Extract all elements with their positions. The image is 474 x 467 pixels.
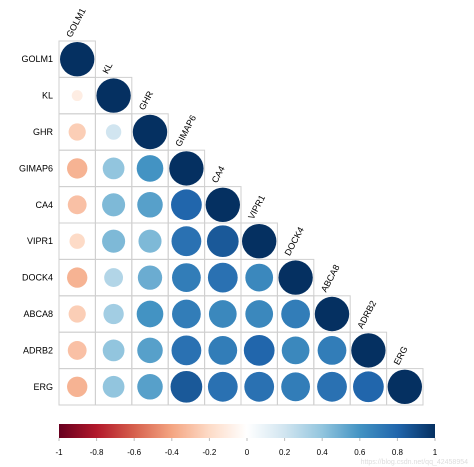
row-label-abca8: ABCA8 xyxy=(23,309,53,319)
corr-circle-adrb2-ghr xyxy=(137,337,163,364)
corr-circle-ghr-kl xyxy=(105,124,122,140)
colorbar-tick-label: 0.4 xyxy=(317,448,329,457)
corr-circle-erg-kl xyxy=(102,375,125,398)
corr-circle-ca4-ca4 xyxy=(205,187,240,222)
corr-circle-abca8-abca8 xyxy=(314,296,350,332)
colorbar-tick-label: -1 xyxy=(55,448,63,457)
corr-circle-adrb2-gimap6 xyxy=(171,335,202,366)
corr-circle-vipr1-golm1 xyxy=(69,233,85,249)
corr-circle-dock4-dock4 xyxy=(278,260,313,295)
colorbar-tick-label: 0.2 xyxy=(279,448,291,457)
row-label-vipr1: VIPR1 xyxy=(27,236,53,246)
corr-circle-adrb2-abca8 xyxy=(317,336,347,365)
col-label-abca8: ABCA8 xyxy=(319,263,342,294)
colorbar xyxy=(59,424,435,438)
corr-circle-dock4-golm1 xyxy=(67,267,88,288)
corr-circle-adrb2-kl xyxy=(102,339,125,362)
corr-circle-erg-gimap6 xyxy=(170,370,203,403)
corr-circle-adrb2-vipr1 xyxy=(243,335,275,366)
corr-circle-ghr-ghr xyxy=(132,114,168,150)
col-label-vipr1: VIPR1 xyxy=(246,193,267,221)
colorbar-tick-label: 0 xyxy=(245,448,250,457)
colorbar-tick-label: -0.4 xyxy=(165,448,179,457)
col-label-kl: KL xyxy=(101,61,115,75)
col-label-erg: ERG xyxy=(392,345,410,367)
corr-circle-ca4-gimap6 xyxy=(171,189,202,221)
corr-circle-dock4-kl xyxy=(104,268,124,288)
corr-circle-adrb2-dock4 xyxy=(281,336,310,365)
corr-circle-erg-golm1 xyxy=(67,376,88,397)
corr-circle-erg-ca4 xyxy=(207,371,238,402)
corr-circle-adrb2-ca4 xyxy=(208,336,238,365)
corr-circle-vipr1-kl xyxy=(102,229,126,253)
corr-circle-abca8-ghr xyxy=(136,300,164,328)
row-label-kl: KL xyxy=(42,91,53,101)
corr-circle-golm1-golm1 xyxy=(59,42,95,77)
corr-circle-abca8-vipr1 xyxy=(245,300,274,328)
corr-circle-dock4-ghr xyxy=(137,265,163,290)
col-label-golm1: GOLM1 xyxy=(64,6,88,39)
colorbar-tick-label: -0.8 xyxy=(90,448,104,457)
corr-circle-erg-dock4 xyxy=(281,372,310,402)
corr-circle-ca4-golm1 xyxy=(67,195,87,215)
corr-circle-vipr1-ghr xyxy=(138,229,162,253)
colorbar-tick-label: 0.6 xyxy=(354,448,366,457)
corr-circle-dock4-gimap6 xyxy=(172,263,201,292)
row-label-golm1: GOLM1 xyxy=(21,54,53,64)
row-label-adrb2: ADRB2 xyxy=(23,345,53,355)
corr-circle-vipr1-ca4 xyxy=(206,225,239,258)
col-label-adrb2: ADRB2 xyxy=(355,299,378,330)
corr-circle-erg-abca8 xyxy=(317,371,347,402)
grid-cell xyxy=(386,368,424,406)
row-label-dock4: DOCK4 xyxy=(22,273,53,283)
colorbar-tick-label: -0.6 xyxy=(127,448,141,457)
col-label-gimap6: GIMAP6 xyxy=(173,113,198,148)
corr-circle-abca8-gimap6 xyxy=(172,299,201,329)
col-label-ca4: CA4 xyxy=(210,164,227,184)
corr-circle-ca4-ghr xyxy=(137,192,163,218)
corr-circle-dock4-vipr1 xyxy=(245,263,274,292)
corr-circle-erg-ghr xyxy=(137,374,163,400)
colorbar-tick-label: -0.2 xyxy=(203,448,217,457)
corr-circle-abca8-golm1 xyxy=(68,305,86,323)
corr-circle-adrb2-golm1 xyxy=(67,340,87,360)
colorbar-tick-label: 0.8 xyxy=(392,448,404,457)
row-label-erg: ERG xyxy=(33,382,53,392)
corr-circle-vipr1-gimap6 xyxy=(171,226,202,257)
corr-circle-abca8-kl xyxy=(103,303,124,325)
corr-circle-ca4-kl xyxy=(102,193,126,217)
corr-circle-adrb2-adrb2 xyxy=(351,333,386,368)
corr-circle-ghr-golm1 xyxy=(68,123,86,141)
corr-circle-kl-kl xyxy=(96,78,131,113)
row-label-gimap6: GIMAP6 xyxy=(19,163,53,173)
col-label-dock4: DOCK4 xyxy=(283,225,306,257)
corr-circle-abca8-ca4 xyxy=(208,300,237,328)
corr-circle-dock4-ca4 xyxy=(207,262,238,293)
corr-circle-erg-vipr1 xyxy=(244,371,275,402)
watermark: https://blog.csdn.net/qq_42458954 xyxy=(360,459,468,466)
col-label-ghr: GHR xyxy=(137,89,155,112)
corr-circle-gimap6-gimap6 xyxy=(169,151,204,186)
corr-circle-erg-adrb2 xyxy=(353,371,384,403)
row-label-ca4: CA4 xyxy=(35,200,53,210)
corr-circle-kl-golm1 xyxy=(71,90,83,102)
corr-circle-vipr1-vipr1 xyxy=(242,224,277,259)
corr-circle-gimap6-golm1 xyxy=(67,158,88,179)
corr-circle-abca8-dock4 xyxy=(281,299,310,329)
row-label-ghr: GHR xyxy=(33,127,54,137)
corr-circle-erg-erg xyxy=(387,369,422,404)
corr-circle-gimap6-kl xyxy=(102,157,125,180)
corr-circle-gimap6-ghr xyxy=(136,155,164,182)
colorbar-tick-label: 1 xyxy=(433,448,438,457)
